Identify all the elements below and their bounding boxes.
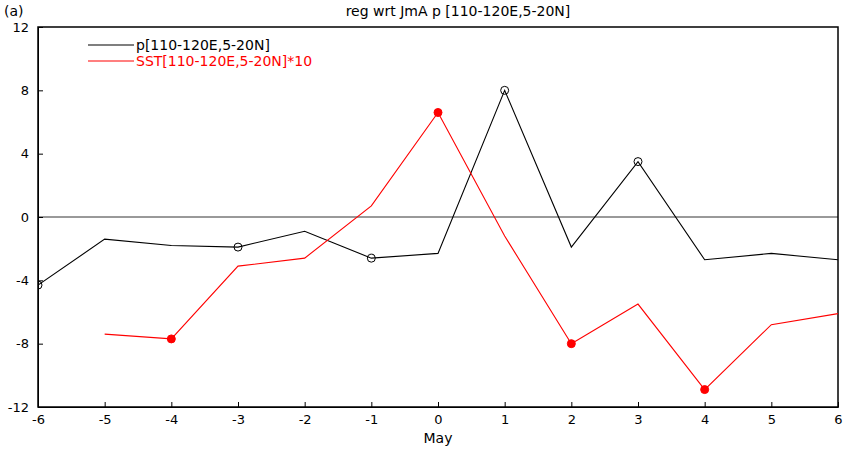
- significant-marker: [567, 340, 575, 348]
- significant-marker: [367, 254, 375, 262]
- x-tick-label: -2: [299, 412, 312, 427]
- x-tick: -1: [365, 402, 378, 427]
- x-tick-label: -5: [99, 412, 112, 427]
- plot: -6-5-4-3-2-10123456-12-8-404812p[110-120…: [8, 20, 843, 428]
- series-line: [105, 113, 838, 390]
- x-tick: -5: [99, 402, 112, 427]
- y-tick-label: 12: [12, 20, 29, 35]
- y-tick: 8: [21, 83, 43, 98]
- significant-marker: [634, 158, 642, 166]
- x-tick-label: -6: [32, 412, 45, 427]
- significant-marker: [434, 109, 442, 117]
- x-tick: 3: [634, 402, 642, 427]
- x-tick-label: 3: [634, 412, 642, 427]
- x-tick-label: 5: [768, 412, 776, 427]
- series-line: [38, 90, 838, 285]
- x-axis-label: May: [424, 430, 453, 446]
- x-tick: 0: [434, 402, 442, 427]
- y-tick: 4: [21, 146, 43, 161]
- significant-marker: [38, 281, 42, 289]
- x-tick-label: 1: [501, 412, 509, 427]
- x-tick: 4: [701, 402, 709, 427]
- x-tick-label: -4: [165, 412, 178, 427]
- x-tick: -3: [232, 402, 245, 427]
- x-tick-label: 4: [701, 412, 709, 427]
- y-tick-label: -12: [8, 400, 29, 415]
- legend-swatch: [88, 60, 134, 61]
- x-tick-label: 6: [834, 412, 842, 427]
- y-tick: 0: [21, 210, 43, 225]
- chart: -6-5-4-3-2-10123456-12-8-404812p[110-120…: [0, 0, 845, 457]
- x-tick-label: -3: [232, 412, 245, 427]
- significant-marker: [167, 335, 175, 343]
- x-tick: 5: [768, 402, 776, 427]
- y-tick-label: -8: [16, 336, 29, 351]
- x-tick: 1: [501, 402, 509, 427]
- plot-frame: [38, 27, 838, 407]
- legend: p[110-120E,5-20N]SST[110-120E,5-20N]*10: [88, 37, 312, 69]
- significant-marker: [234, 243, 242, 251]
- x-axis: -6 -5 -4 -3 -2 -1 0 1 2 3 4 5 6: [32, 402, 843, 427]
- y-tick-label: -4: [16, 273, 29, 288]
- y-tick: -4: [16, 273, 43, 288]
- y-tick-label: 8: [21, 83, 29, 98]
- title: reg wrt JmA p [110-120E,5-20N]: [346, 3, 571, 19]
- x-tick-label: -1: [365, 412, 378, 427]
- legend-label: p[110-120E,5-20N]: [136, 37, 270, 53]
- panel-label: (a): [4, 3, 24, 19]
- y-tick-label: 4: [21, 146, 29, 161]
- x-tick: -4: [165, 402, 178, 427]
- x-tick-label: 0: [434, 412, 442, 427]
- significant-marker: [501, 86, 509, 94]
- x-tick: -2: [299, 402, 312, 427]
- y-tick: -8: [16, 336, 43, 351]
- significant-marker: [701, 386, 709, 394]
- zero-line: [38, 217, 838, 218]
- legend-swatch: [88, 44, 134, 45]
- x-tick: 2: [568, 402, 576, 427]
- x-tick-label: 2: [568, 412, 576, 427]
- data-layer: [38, 86, 838, 393]
- y-tick-label: 0: [21, 210, 29, 225]
- legend-label: SST[110-120E,5-20N]*10: [136, 53, 312, 69]
